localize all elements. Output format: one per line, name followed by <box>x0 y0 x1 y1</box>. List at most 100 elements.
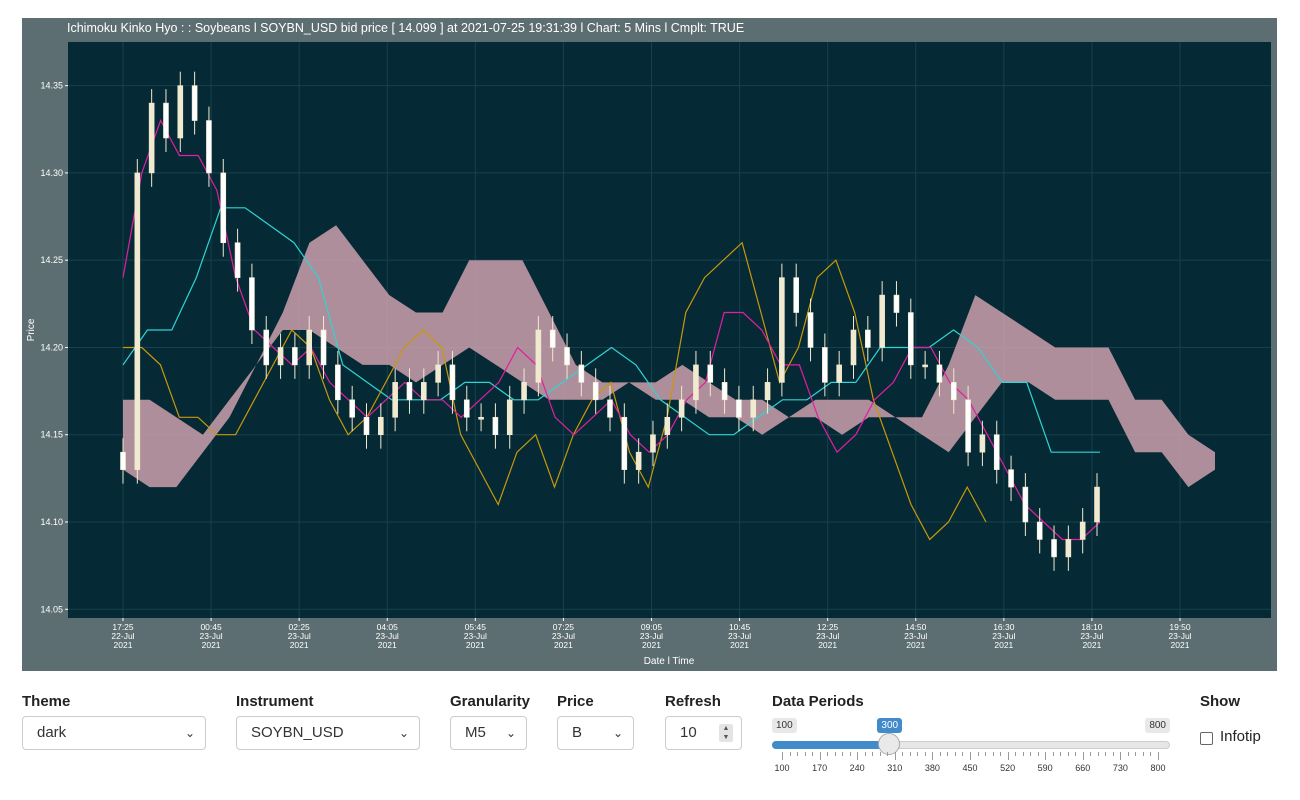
kijun-sen-line <box>122 207 1100 453</box>
chevron-down-icon: ⌄ <box>612 726 623 740</box>
price-value: B <box>572 724 583 741</box>
candle-body <box>449 364 456 401</box>
infotip-label[interactable]: Infotip <box>1220 728 1261 745</box>
y-axis-label: Price <box>26 318 37 341</box>
slider-tick-label: 590 <box>1037 763 1053 773</box>
slider-tick-label: 170 <box>812 763 828 773</box>
show-label: Show <box>1200 693 1240 710</box>
candle-body <box>650 434 656 453</box>
infotip-checkbox[interactable] <box>1200 732 1213 745</box>
candle-body <box>1036 521 1043 540</box>
chikou-span-line <box>123 241 987 541</box>
slider-minor-tick <box>1060 752 1062 756</box>
y-tick-label: 14.25 <box>40 255 63 265</box>
slider-minor-tick <box>827 752 829 756</box>
candle-body <box>707 364 714 383</box>
candle-body <box>664 416 671 436</box>
slider-tick <box>1007 752 1009 760</box>
spinner-icon[interactable]: ▲ ▼ <box>719 724 733 742</box>
candle-body <box>378 416 384 436</box>
candle-body <box>736 399 742 418</box>
slider-max-label: 800 <box>1145 718 1170 733</box>
chart-title: Ichimoku Kinko Hyo : : Soybeans l SOYBN_… <box>67 21 744 35</box>
slider-minor-tick <box>789 752 791 756</box>
slider-minor-tick <box>864 752 866 756</box>
candle-body <box>463 399 470 418</box>
x-tick-label: 04:05 <box>377 622 399 632</box>
slider-tick <box>857 752 859 760</box>
candle-body <box>721 382 728 401</box>
candle-body <box>163 102 169 139</box>
instrument-select[interactable]: SOYBN_USD ⌄ <box>236 716 420 750</box>
candle-body <box>521 382 527 401</box>
x-tick-label: 2021 <box>202 640 221 650</box>
x-tick-label: 23-Jul <box>464 631 487 641</box>
candle-body <box>249 277 255 331</box>
granularity-label: Granularity <box>450 693 531 710</box>
x-tick-label: 23-Jul <box>728 631 751 641</box>
price-control: Price B ⌄ <box>557 692 634 750</box>
candle-body <box>549 329 556 348</box>
candle-body <box>635 451 642 470</box>
slider-tick-label: 660 <box>1075 763 1091 773</box>
candle-body <box>349 399 355 418</box>
x-tick-label: 23-Jul <box>552 631 575 641</box>
slider-tick <box>1158 752 1159 760</box>
candle-body <box>177 85 184 139</box>
candle-body <box>793 277 800 313</box>
candle-body <box>420 382 427 401</box>
x-tick-label: 2021 <box>466 640 485 650</box>
slider-minor-tick <box>879 752 881 756</box>
price-select[interactable]: B ⌄ <box>557 716 634 750</box>
candle-body <box>836 364 842 383</box>
candle-body <box>807 312 814 348</box>
slider-minor-tick <box>1097 752 1099 756</box>
x-tick-label: 23-Jul <box>640 631 663 641</box>
candle-body <box>478 416 484 420</box>
candle-body <box>263 329 270 366</box>
x-tick-label: 23-Jul <box>992 631 1015 641</box>
candle-body <box>1094 486 1100 523</box>
x-tick-label: 23-Jul <box>816 631 839 641</box>
instrument-control: Instrument SOYBN_USD ⌄ <box>236 692 420 750</box>
x-tick-label: 19:50 <box>1169 622 1191 632</box>
candle-body <box>191 85 198 121</box>
slider-tick <box>970 752 971 760</box>
refresh-input[interactable]: 10 ▲ ▼ <box>665 716 742 750</box>
slider-handle[interactable] <box>878 733 901 755</box>
candle-body <box>879 294 885 348</box>
candle-body <box>306 329 313 366</box>
x-tick-label: 14:50 <box>905 622 927 632</box>
chevron-down-icon: ⌄ <box>505 726 516 740</box>
granularity-value: M5 <box>465 724 486 741</box>
x-tick-label: 2021 <box>1082 640 1101 650</box>
slider-minor-tick <box>1037 752 1039 756</box>
chevron-down-icon: ⌄ <box>184 726 195 740</box>
candle-body <box>320 329 327 366</box>
chevron-down-icon: ⌄ <box>398 726 409 740</box>
x-tick-label: 2021 <box>642 640 661 650</box>
data-periods-slider: Data Periods 100 800 300 100 170 240 310 380… <box>772 692 1172 782</box>
granularity-select[interactable]: M5 ⌄ <box>450 716 527 750</box>
theme-select[interactable]: dark ⌄ <box>22 716 206 750</box>
y-tick-label: 14.30 <box>40 168 63 178</box>
slider-minor-tick <box>954 752 956 756</box>
x-tick-label: 02:25 <box>289 622 311 632</box>
candle-body <box>850 329 857 366</box>
granularity-control: Granularity M5 ⌄ <box>450 692 530 750</box>
slider-tick <box>1045 752 1047 760</box>
candle-body <box>693 364 699 401</box>
x-tick-label: 2021 <box>906 640 925 650</box>
slider-minor-tick <box>872 752 874 756</box>
candle-body <box>220 172 227 244</box>
slider-tick <box>782 752 783 760</box>
x-tick-label: 23-Jul <box>200 631 223 641</box>
candle-body <box>979 434 986 453</box>
slider-minor-tick <box>1075 752 1077 756</box>
x-tick-label: 2021 <box>290 640 309 650</box>
candle-body <box>435 364 441 383</box>
slider-tick-label: 380 <box>924 763 940 773</box>
candle-body <box>750 399 757 418</box>
candle-body <box>893 294 900 313</box>
candle-body <box>492 416 499 436</box>
